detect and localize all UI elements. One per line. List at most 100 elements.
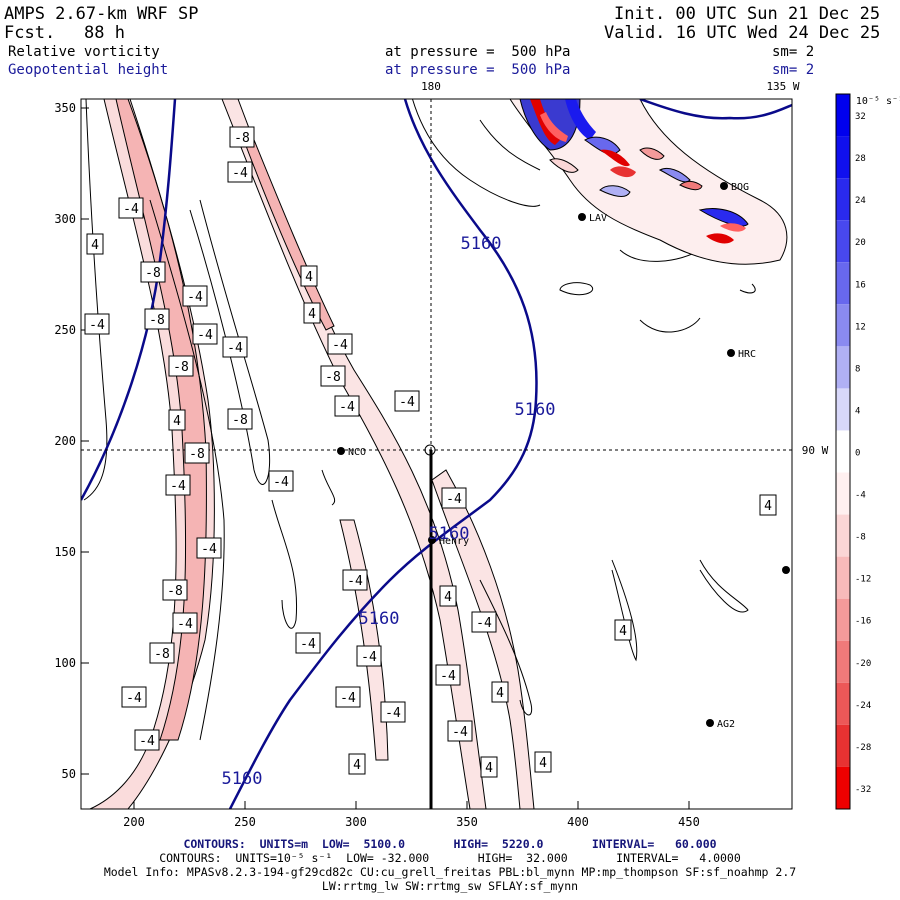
colorbar-swatch <box>836 683 850 725</box>
vorticity-label: -4 <box>170 479 186 494</box>
vorticity-label: 4 <box>496 686 504 701</box>
x-tick-label: 300 <box>345 815 367 829</box>
vorticity-label: -4 <box>361 650 377 665</box>
colorbar-swatch <box>836 178 850 220</box>
vorticity-label: -8 <box>154 647 170 662</box>
vorticity-label: -4 <box>300 637 316 652</box>
colorbar-label: -4 <box>855 491 866 501</box>
longitude-label-135w: 135 W <box>766 80 799 93</box>
colorbar-swatch <box>836 767 850 809</box>
x-tick-label: 200 <box>123 815 145 829</box>
station-label: BOG <box>731 182 749 193</box>
x-tick-label: 400 <box>567 815 589 829</box>
vorticity-label: -8 <box>149 313 165 328</box>
station-label: NCO <box>348 447 366 458</box>
y-tick-label: 300 <box>54 212 76 226</box>
colorbar-swatch <box>836 473 850 515</box>
vorticity-label: 4 <box>353 758 361 773</box>
y-tick-label: 200 <box>54 434 76 448</box>
colorbar-label: -32 <box>855 785 871 795</box>
vorticity-label: 4 <box>305 270 313 285</box>
vorticity-label: -4 <box>385 706 401 721</box>
y-tick-label: 350 <box>54 101 76 115</box>
height-contour-label: 5160 <box>461 234 502 254</box>
vorticity-label: -4 <box>201 542 217 557</box>
vorticity-label: -4 <box>452 725 468 740</box>
height-contour-label: 5160 <box>429 524 470 544</box>
vorticity-label: -4 <box>139 734 155 749</box>
x-tick-label: 350 <box>456 815 478 829</box>
colorbar-label: -24 <box>855 701 871 711</box>
vorticity-label: -4 <box>399 395 415 410</box>
station-dot <box>720 182 728 190</box>
longitude-label-180: 180 <box>421 80 441 93</box>
vorticity-label: -8 <box>232 413 248 428</box>
colorbar-label: 28 <box>855 154 866 164</box>
x-tick-label: 450 <box>678 815 700 829</box>
colorbar-label: -20 <box>855 659 871 669</box>
vorticity-label: 4 <box>764 499 772 514</box>
vorticity-label: -4 <box>440 669 456 684</box>
vorticity-label: -4 <box>177 617 193 632</box>
vorticity-label: -4 <box>232 166 248 181</box>
station-label: HRC <box>738 349 756 360</box>
vorticity-label: -8 <box>234 131 250 146</box>
footer-height-contours: CONTOURS: UNITS=m LOW= 5100.0 HIGH= 5220… <box>0 838 900 851</box>
vorticity-label: -8 <box>173 360 189 375</box>
station-dot <box>337 447 345 455</box>
colorbar-swatch <box>836 220 850 262</box>
vorticity-label: -4 <box>187 290 203 305</box>
colorbar-swatch <box>836 641 850 683</box>
colorbar-label: 4 <box>855 406 860 416</box>
vorticity-label: -4 <box>197 328 213 343</box>
x-tick-label: 250 <box>234 815 256 829</box>
colorbar-swatch <box>836 599 850 641</box>
vorticity-label: -4 <box>339 400 355 415</box>
vorticity-label: 4 <box>485 761 493 776</box>
colorbar-label: 32 <box>855 112 866 122</box>
colorbar-label: -8 <box>855 533 866 543</box>
vorticity-label: 4 <box>173 414 181 429</box>
vorticity-label: 4 <box>308 307 316 322</box>
colorbar-units: 10⁻⁵ s⁻¹ <box>856 96 900 107</box>
colorbar-swatch <box>836 304 850 346</box>
footer-vorticity-contours: CONTOURS: UNITS=10⁻⁵ s⁻¹ LOW= -32.000 HI… <box>0 852 900 865</box>
y-axis-labels: 350 300 250 200 150 100 50 <box>54 101 76 781</box>
colorbar-label: 0 <box>855 449 860 459</box>
colorbar-label: 20 <box>855 238 866 248</box>
vorticity-label: -8 <box>189 447 205 462</box>
height-contour-label: 5160 <box>359 609 400 629</box>
weather-map: 200 250 300 350 400 450 35030025020015010050 … <box>0 0 900 900</box>
vorticity-label: -4 <box>446 492 462 507</box>
vorticity-label: -4 <box>347 574 363 589</box>
y-tick-label: 50 <box>62 767 76 781</box>
height-contour-label: 5160 <box>222 769 263 789</box>
vorticity-label: -4 <box>340 691 356 706</box>
colorbar: 32 28 24 20 16 12 8 4 0 -4 -8 -12 -16 -20 -24 -28 -32 <box>836 94 871 809</box>
vorticity-label: 4 <box>444 590 452 605</box>
vorticity-label: -4 <box>123 202 139 217</box>
vorticity-label: -4 <box>227 341 243 356</box>
colorbar-swatch <box>836 94 850 136</box>
vorticity-label: 4 <box>539 756 547 771</box>
height-contour-label: 5160 <box>515 400 556 420</box>
y-tick-label: 250 <box>54 323 76 337</box>
vorticity-label: -4 <box>476 616 492 631</box>
colorbar-swatch <box>836 136 850 178</box>
station-label: LAV <box>589 213 607 224</box>
station-dot <box>578 213 586 221</box>
colorbar-label: 12 <box>855 322 866 332</box>
footer-model-info: Model Info: MPASv8.2.3-194-gf29cd82c CU:… <box>0 866 900 879</box>
longitude-label-90w: 90 W <box>802 444 829 457</box>
y-tick-label: 100 <box>54 656 76 670</box>
footer-physics-info: LW:rrtmg_lw SW:rrtmg_sw SFLAY:sf_mynn <box>0 880 900 893</box>
vorticity-label: -4 <box>332 338 348 353</box>
colorbar-swatch <box>836 725 850 767</box>
y-tick-label: 150 <box>54 545 76 559</box>
colorbar-label: 16 <box>855 280 866 290</box>
station-label: AG2 <box>717 719 735 730</box>
colorbar-swatch <box>836 430 850 472</box>
vorticity-label: -8 <box>325 370 341 385</box>
colorbar-swatch <box>836 557 850 599</box>
station-dot <box>727 349 735 357</box>
